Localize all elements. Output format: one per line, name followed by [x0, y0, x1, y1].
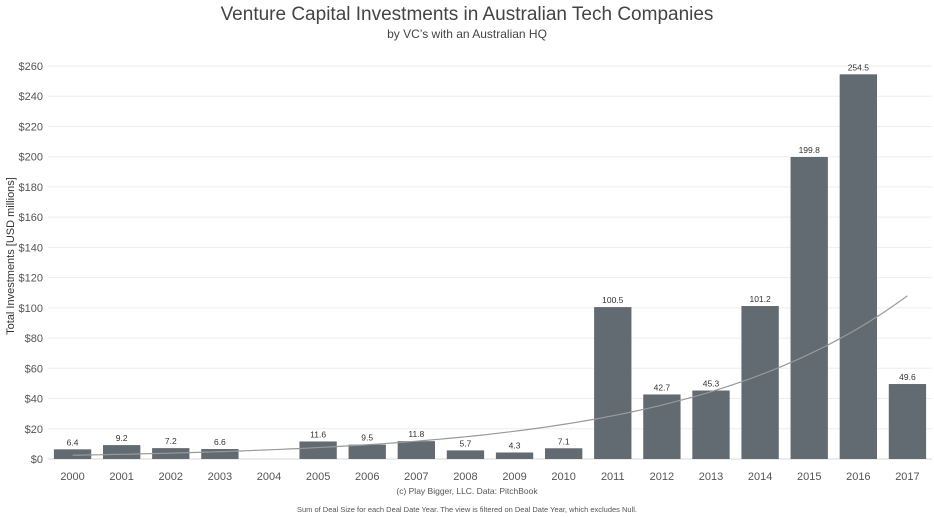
y-tick-label: $40: [25, 394, 43, 406]
y-tick-label: $220: [19, 121, 43, 133]
y-tick-label: $200: [19, 152, 43, 164]
y-axis-label: Total Investments [USD millions]: [5, 177, 17, 335]
bar-2008: [446, 450, 485, 459]
data-label-2010: 7.1: [558, 436, 570, 446]
bar-2014: [741, 306, 779, 459]
data-label-2011: 100.5: [602, 295, 624, 305]
y-tick-label: $180: [19, 182, 43, 194]
x-tick-label-2005: 2005: [306, 471, 330, 483]
x-tick-label-2001: 2001: [109, 471, 133, 483]
x-tick-label-2004: 2004: [257, 471, 281, 483]
x-tick-label-2003: 2003: [208, 471, 232, 483]
x-tick-label-2010: 2010: [551, 471, 575, 483]
data-label-2003: 6.6: [214, 437, 226, 447]
data-label-2002: 7.2: [165, 436, 177, 446]
y-tick-label: $240: [19, 91, 43, 103]
x-tick-label-2017: 2017: [895, 471, 919, 483]
y-axis: $0 $20 $40 $60 $80 $100 $120 $140 $160 $180 $200 $2…: [19, 61, 43, 466]
y-tick-label: $80: [25, 333, 43, 345]
y-tick-label: $20: [25, 424, 43, 436]
bar-2013: [692, 390, 730, 459]
data-label-2013: 45.3: [703, 379, 720, 389]
bar-2015: [790, 156, 828, 459]
y-tick-label: $0: [31, 454, 43, 466]
bars: [53, 74, 927, 459]
data-label-2012: 42.7: [654, 382, 671, 392]
data-labels: 6.4 9.2 7.2 6.6 11.6 9.5 11.8 5.7 4.3 7.1 100.5 42.…: [67, 62, 916, 450]
data-label-2015: 199.8: [799, 145, 821, 155]
data-label-2017: 49.6: [899, 372, 916, 382]
y-tick-label: $120: [19, 273, 43, 285]
bar-2017: [888, 384, 927, 459]
data-label-2007: 11.8: [408, 429, 424, 439]
x-tick-label-2015: 2015: [797, 471, 821, 483]
bar-2016: [839, 74, 877, 459]
bar-2001: [103, 445, 141, 459]
source-note: (c) Play Bigger, LLC. Data: PitchBook: [396, 486, 538, 496]
caption-note: Sum of Deal Size for each Deal Date Year…: [296, 505, 638, 514]
bar-2007: [397, 441, 435, 459]
y-tick-label: $260: [19, 61, 43, 73]
data-label-2006: 9.5: [361, 433, 373, 443]
data-label-2005: 11.6: [310, 429, 326, 439]
y-tick-label: $100: [19, 303, 43, 315]
chart-subtitle: by VC’s with an Australian HQ: [387, 27, 547, 41]
x-tick-label-2006: 2006: [355, 471, 379, 483]
bar-2000: [53, 449, 92, 459]
bar-2010: [545, 448, 583, 459]
y-tick-label: $60: [25, 363, 43, 375]
x-tick-label-2016: 2016: [846, 471, 870, 483]
x-axis: 2000 2001 2002 2003 2004 2005 2006 2007 2008 2009…: [60, 471, 919, 483]
x-tick-label-2007: 2007: [404, 471, 428, 483]
x-tick-label-2013: 2013: [699, 471, 723, 483]
x-tick-label-2011: 2011: [601, 471, 625, 483]
bar-2003: [201, 449, 239, 459]
bar-2011: [594, 307, 632, 459]
x-tick-label-2009: 2009: [502, 471, 526, 483]
data-label-2009: 4.3: [509, 441, 521, 451]
bar-2009: [495, 452, 534, 459]
trend-line: [72, 295, 908, 456]
data-label-2016: 254.5: [848, 62, 870, 72]
y-tick-label: $160: [19, 212, 43, 224]
x-tick-label-2008: 2008: [453, 471, 477, 483]
data-label-2008: 5.7: [460, 438, 472, 448]
data-label-2000: 6.4: [67, 437, 79, 447]
x-tick-label-2002: 2002: [159, 471, 183, 483]
data-label-2014: 101.2: [749, 294, 771, 304]
bar-2012: [643, 394, 681, 459]
x-tick-label-2000: 2000: [60, 471, 84, 483]
bar-2006: [348, 444, 386, 459]
chart-title: Venture Capital Investments in Australia…: [220, 4, 714, 25]
x-tick-label-2012: 2012: [650, 471, 674, 483]
gridlines: [48, 65, 932, 460]
y-tick-label: $140: [19, 242, 43, 254]
data-label-2001: 9.2: [116, 433, 128, 443]
x-tick-label-2014: 2014: [748, 471, 772, 483]
bar-2005: [299, 441, 337, 459]
